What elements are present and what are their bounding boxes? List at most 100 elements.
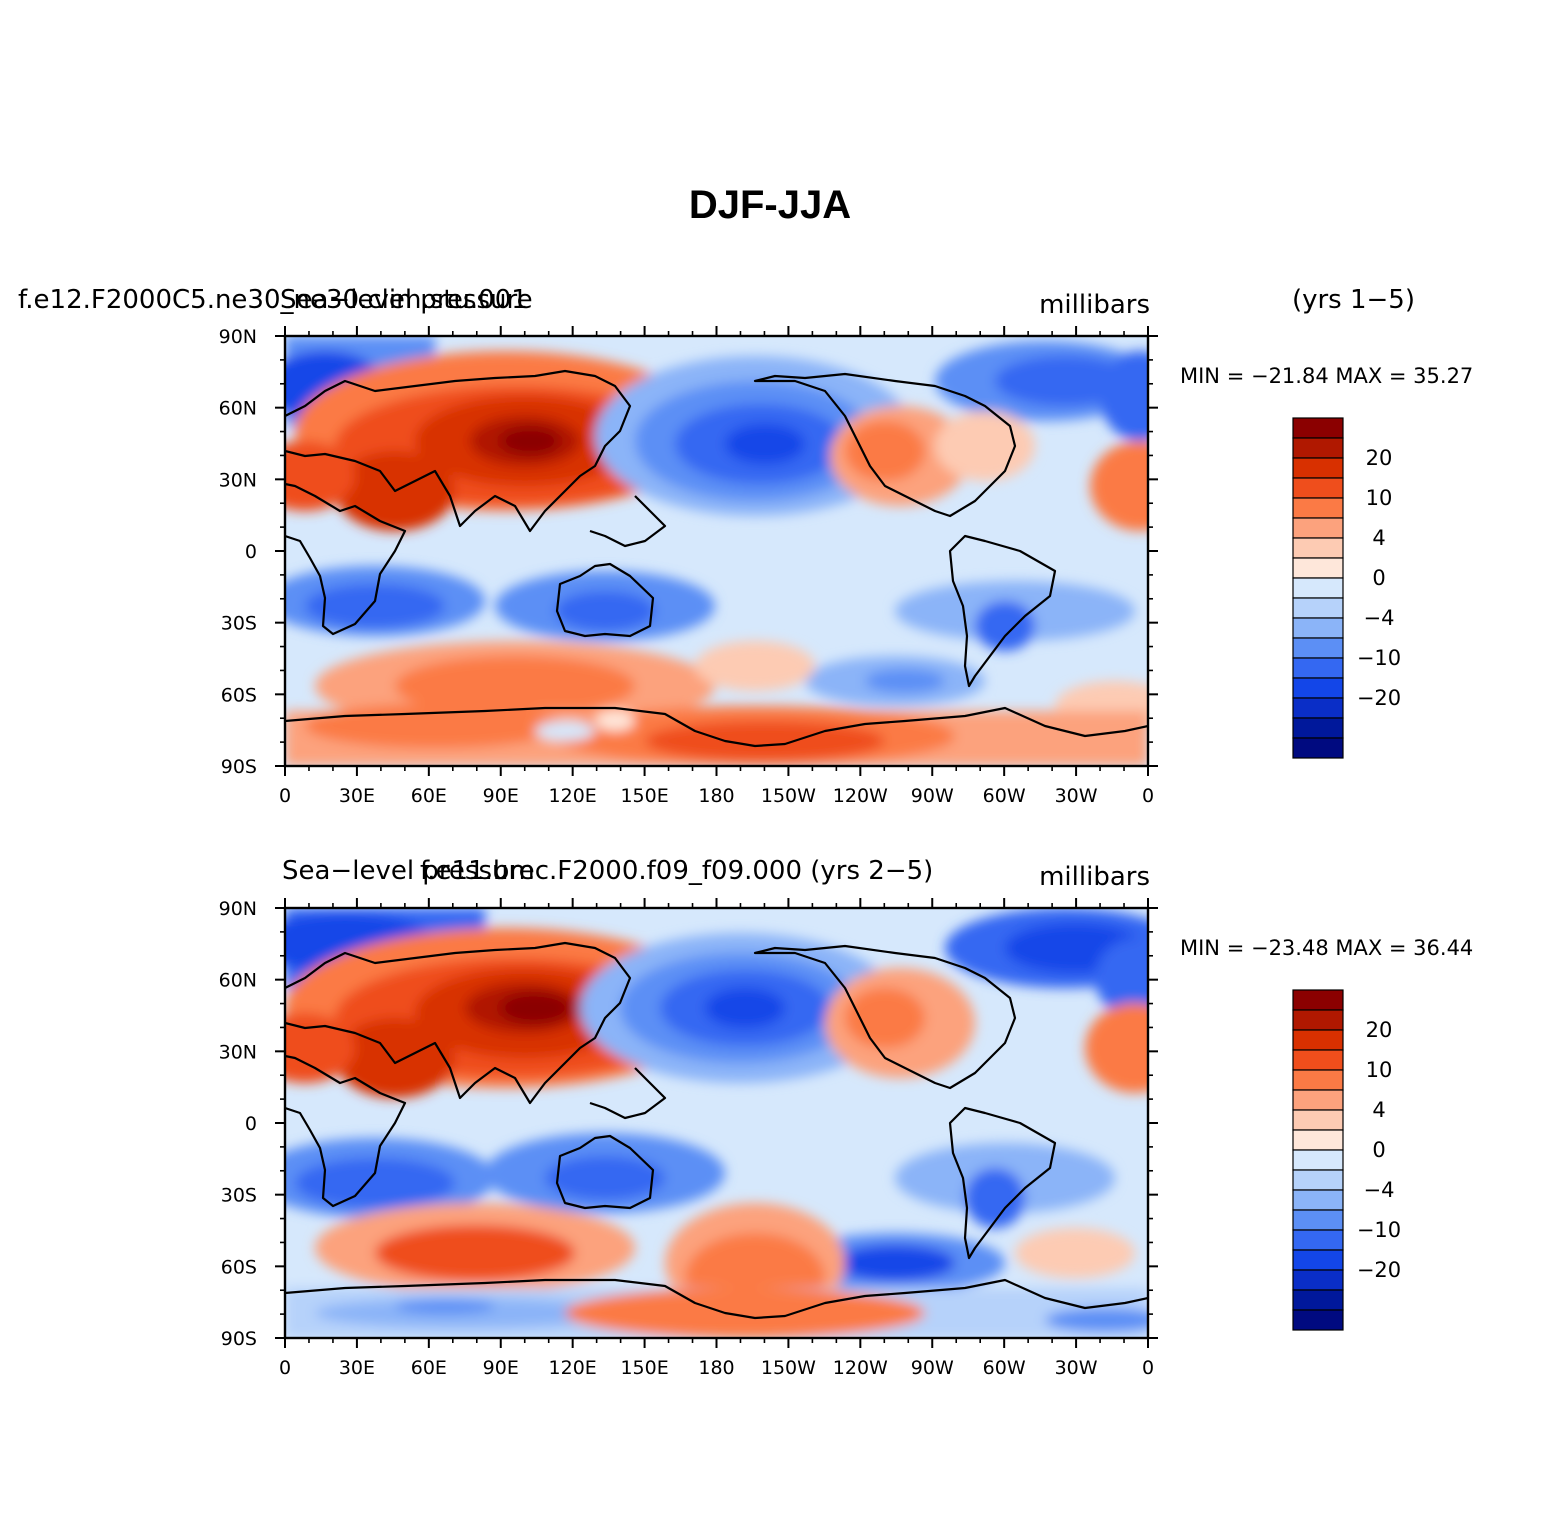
panel-2-colorbar: 20 10 4 0 −4 −10 −20	[1292, 989, 1401, 1331]
panel-1-colorbar-label: 10	[1366, 486, 1393, 510]
panel-2-x-axis: 0 30E 60E 90E 120E 150E 180 150W 120W 90W 60W 30W 0	[279, 898, 1154, 1379]
panel-2-colorbar-box	[1292, 1029, 1344, 1051]
panel-1-colorbar-box	[1292, 457, 1344, 479]
panel-2-x-tick-label: 180	[698, 1357, 734, 1379]
figure-title: DJF-JJA	[689, 183, 851, 227]
panel-2-y-tick-label: 60N	[219, 970, 257, 992]
panel-2-x-tick-label: 0	[1142, 1357, 1154, 1379]
panel-1-colorbar-box	[1292, 537, 1344, 559]
panel-1-x-tick-label: 60E	[411, 785, 447, 807]
panel-2-x-tick-label: 150E	[620, 1357, 668, 1379]
panel-1-x-tick-label: 180	[698, 785, 734, 807]
panel-1-y-axis: 90N 60N 30N 0 30S 60S 90S	[219, 326, 1158, 778]
panel-2-colorbar-box	[1292, 1189, 1344, 1211]
panel-2-colorbar-label: 10	[1366, 1058, 1393, 1082]
panel-2-colorbar-box	[1292, 1069, 1344, 1091]
panel-1-x-tick-label: 0	[1142, 785, 1154, 807]
panel-2-colorbar-box	[1292, 1009, 1344, 1031]
panel-1-years: (yrs 1−5)	[1292, 285, 1415, 315]
panel-1-colorbar: 20 10 4 0 −4 −10 −20	[1292, 417, 1401, 759]
panel-1-colorbar-box	[1292, 717, 1344, 739]
panel-2-colorbar-label: 20	[1366, 1018, 1393, 1042]
panel-1-x-tick-label: 150E	[620, 785, 668, 807]
panel-2-units: millibars	[1039, 862, 1150, 892]
panel-1-map-field	[285, 336, 1148, 766]
panel-2-colorbar-label: 4	[1372, 1098, 1385, 1122]
panel-2-x-tick-label: 90E	[483, 1357, 519, 1379]
panel-2-x-tick-label: 30E	[339, 1357, 375, 1379]
panel-1-colorbar-box	[1292, 477, 1344, 499]
panel-2-colorbar-box	[1292, 1309, 1344, 1331]
panel-1-colorbar-label: −20	[1357, 686, 1401, 710]
panel-2-y-tick-label: 90N	[219, 898, 257, 920]
panel-1-x-axis: 0 30E 60E 90E 120E 150E 180 150W 120W 90W 60W 30W 0	[279, 326, 1154, 807]
panel-2-x-tick-label: 60W	[983, 1357, 1026, 1379]
panel-2-colorbar-box	[1292, 1149, 1344, 1171]
panel-1-x-tick-label: 0	[279, 785, 291, 807]
panel-2: Sea−level pressure f.e11.bmc.F2000.f09_f…	[219, 856, 1474, 1379]
panel-2-y-axis: 90N 60N 30N 0 30S 60S 90S	[219, 898, 1158, 1350]
panel-1-colorbar-box	[1292, 497, 1344, 519]
panel-1-colorbar-box	[1292, 697, 1344, 719]
panel-2-colorbar-box	[1292, 1269, 1344, 1291]
panel-2-map-field	[285, 908, 1148, 1338]
panel-1-y-tick-label: 60S	[221, 684, 257, 706]
panel-2-colorbar-box	[1292, 1209, 1344, 1231]
panel-2-variable-label: Sea−level pressure	[282, 856, 535, 886]
panel-1-case-label: f.e12.F2000C5.ne30_ne30.clim.stu.001	[18, 285, 528, 315]
panel-2-colorbar-label: −10	[1357, 1218, 1401, 1242]
panel-1-y-tick-label: 90S	[221, 756, 257, 778]
panel-1-colorbar-box	[1292, 517, 1344, 539]
panel-1-min-max: MIN = −21.84 MAX = 35.27	[1180, 364, 1473, 388]
panel-2-colorbar-box	[1292, 989, 1344, 1011]
panel-2-y-tick-label: 30S	[221, 1185, 257, 1207]
panel-1-x-tick-label: 30E	[339, 785, 375, 807]
panel-2-x-tick-label: 120E	[549, 1357, 597, 1379]
panel-1-x-tick-label: 60W	[983, 785, 1026, 807]
panel-1-x-tick-label: 90W	[911, 785, 954, 807]
panel-1-y-tick-label: 30N	[219, 469, 257, 491]
panel-1-x-tick-label: 120E	[549, 785, 597, 807]
panel-1: f.e12.F2000C5.ne30_ne30.clim.stu.001 Sea…	[18, 285, 1473, 807]
panel-1-colorbar-box	[1292, 677, 1344, 699]
panel-1-colorbar-box	[1292, 737, 1344, 759]
panel-2-colorbar-label: 0	[1372, 1138, 1385, 1162]
panel-2-min-max: MIN = −23.48 MAX = 36.44	[1180, 936, 1473, 960]
panel-2-colorbar-box	[1292, 1229, 1344, 1251]
panel-1-y-tick-label: 60N	[219, 398, 257, 420]
panel-1-colorbar-box	[1292, 577, 1344, 599]
panel-2-y-tick-label: 0	[245, 1113, 257, 1135]
panel-1-colorbar-label: 4	[1372, 526, 1385, 550]
panel-2-x-tick-label: 30W	[1055, 1357, 1098, 1379]
panel-1-x-tick-label: 90E	[483, 785, 519, 807]
panel-2-colorbar-box	[1292, 1089, 1344, 1111]
panel-2-x-tick-label: 60E	[411, 1357, 447, 1379]
panel-2-x-tick-label: 90W	[911, 1357, 954, 1379]
panel-2-colorbar-box	[1292, 1129, 1344, 1151]
panel-2-colorbar-box	[1292, 1249, 1344, 1271]
panel-2-x-tick-label: 120W	[833, 1357, 888, 1379]
panel-1-units: millibars	[1039, 290, 1150, 320]
panel-2-y-tick-label: 90S	[221, 1328, 257, 1350]
panel-2-colorbar-label: −4	[1364, 1178, 1395, 1202]
panel-1-x-tick-label: 120W	[833, 785, 888, 807]
panel-2-colorbar-box	[1292, 1109, 1344, 1131]
panel-1-colorbar-box	[1292, 557, 1344, 579]
panel-2-x-tick-label: 150W	[761, 1357, 816, 1379]
panel-1-x-tick-label: 150W	[761, 785, 816, 807]
panel-2-colorbar-label: −20	[1357, 1258, 1401, 1282]
panel-1-colorbar-label: 0	[1372, 566, 1385, 590]
panel-1-colorbar-box	[1292, 657, 1344, 679]
panel-1-colorbar-label: −4	[1364, 606, 1395, 630]
panel-1-y-tick-label: 0	[245, 541, 257, 563]
panel-2-x-tick-label: 0	[279, 1357, 291, 1379]
panel-1-y-tick-label: 90N	[219, 326, 257, 348]
panel-2-colorbar-box	[1292, 1049, 1344, 1071]
panel-1-x-tick-label: 30W	[1055, 785, 1098, 807]
panel-2-colorbar-box	[1292, 1169, 1344, 1191]
panel-2-y-tick-label: 30N	[219, 1041, 257, 1063]
panel-1-variable-label: Sea−level pressure	[280, 285, 533, 315]
panel-1-colorbar-box	[1292, 597, 1344, 619]
panel-1-colorbar-box	[1292, 637, 1344, 659]
